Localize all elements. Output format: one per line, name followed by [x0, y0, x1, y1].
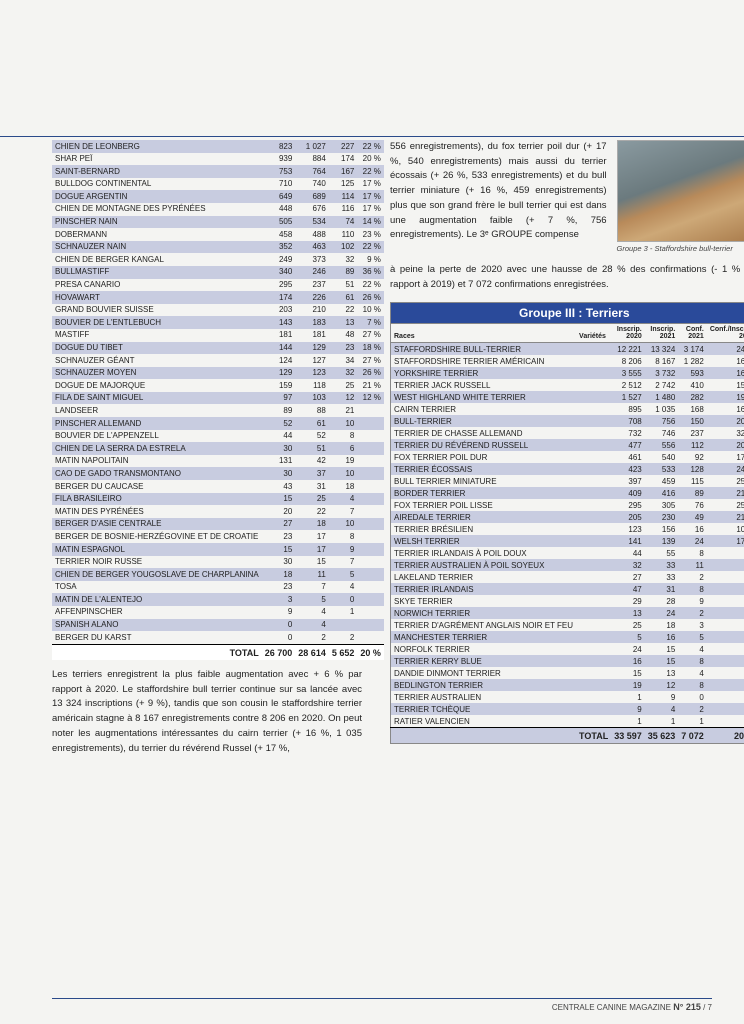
table-row: CHIEN DE BERGER YOUGOSLAVE DE CHARPLANIN…: [52, 568, 384, 581]
table-row: LAKELAND TERRIER27332: [391, 571, 744, 583]
table-row: CHIEN DE LA SERRA DA ESTRELA30516: [52, 442, 384, 455]
table-total-row: TOTAL33 59735 6237 07220 %: [391, 728, 744, 744]
page-footer: CENTRALE CANINE MAGAZINE N° 215 / 7: [52, 998, 712, 1012]
table-row: WELSH TERRIER1411392417 %: [391, 535, 744, 547]
table-row: PINSCHER NAIN5055347414 %: [52, 216, 384, 229]
table-total-row: TOTAL26 70028 6145 65220 %: [52, 644, 384, 660]
table-row: TERRIER D'AGRÉMENT ANGLAIS NOIR ET FEU25…: [391, 619, 744, 631]
col-header: Conf. 2021: [678, 324, 707, 343]
table-row: DOGUE DU TIBET1441292318 %: [52, 342, 384, 355]
table-row: BERGER DE BOSNIE-HERZÉGOVINE ET DE CROAT…: [52, 530, 384, 543]
table-row: AIREDALE TERRIER2052304921 %: [391, 511, 744, 523]
footer-page: / 7: [703, 1003, 712, 1012]
table-row: YORKSHIRE TERRIER3 5553 73259316 %: [391, 367, 744, 379]
table-row: STAFFORDSHIRE BULL-TERRIER12 22113 3243 …: [391, 343, 744, 356]
table-row: CHIEN DE MONTAGNE DES PYRÉNÉES4486761161…: [52, 203, 384, 216]
table-row: FILA DE SAINT MIGUEL971031212 %: [52, 392, 384, 405]
table-row: DOBERMANN45848811023 %: [52, 228, 384, 241]
col-header: Variétés: [576, 324, 611, 343]
footer-issue: N° 215: [673, 1002, 701, 1012]
table-row: HOVAWART1742266126 %: [52, 291, 384, 304]
table-row: CAIRN TERRIER8951 03516816 %: [391, 403, 744, 415]
table-row: PINSCHER ALLEMAND526110: [52, 417, 384, 430]
table-row: WEST HIGHLAND WHITE TERRIER1 5271 480282…: [391, 391, 744, 403]
table-row: FILA BRASILEIRO15254: [52, 493, 384, 506]
group-header: Groupe III : Terriers: [390, 302, 744, 323]
col-header: Races: [391, 324, 577, 343]
right-mid-prose: à peine la perte de 2020 avec une hausse…: [390, 263, 744, 292]
table-row: BERGER D'ASIE CENTRALE271810: [52, 518, 384, 531]
col-header: Inscrip. 2020: [611, 324, 645, 343]
table-row: MATIN DES PYRÉNÉES20227: [52, 505, 384, 518]
table-row: NORWICH TERRIER13242: [391, 607, 744, 619]
dog-photo: [617, 140, 744, 242]
table-row: BULL-TERRIER70875615020 %: [391, 415, 744, 427]
table-row: RATIER VALENCIEN111: [391, 715, 744, 728]
table-row: TERRIER KERRY BLUE16158: [391, 655, 744, 667]
table-row: BULL TERRIER MINIATURE39745911525 %: [391, 475, 744, 487]
table-row: MATIN NAPOLITAIN1314219: [52, 455, 384, 468]
table-row: MATIN ESPAGNOL15179: [52, 543, 384, 556]
table-row: FOX TERRIER POIL LISSE2953057625 %: [391, 499, 744, 511]
photo-block: Groupe 3 - Staffordshire bull-terrier: [617, 140, 744, 253]
table-row: CAO DE GADO TRANSMONTANO303710: [52, 467, 384, 480]
table-row: BERGER DU KARST022: [52, 631, 384, 644]
table-row: TERRIER TCHÈQUE942: [391, 703, 744, 715]
right-top-block: 556 enregistrements), du fox terrier poi…: [390, 140, 744, 253]
table-row: TERRIER DU RÉVÉREND RUSSELL47755611220 %: [391, 439, 744, 451]
table-row: TERRIER AUSTRALIEN À POIL SOYEUX323311: [391, 559, 744, 571]
table-row: BEDLINGTON TERRIER19128: [391, 679, 744, 691]
table-row: SCHNAUZER MOYEN1291233226 %: [52, 367, 384, 380]
table-row: TERRIER JACK RUSSELL2 5122 74241015 %: [391, 379, 744, 391]
table-row: SCHNAUZER GÉANT1241273427 %: [52, 354, 384, 367]
table-row: SPANISH ALANO04: [52, 619, 384, 632]
col-header: Conf./Inscrip. 2021: [707, 324, 744, 343]
table-row: TERRIER BRÉSILIEN1231561610 %: [391, 523, 744, 535]
dog-caption: Groupe 3 - Staffordshire bull-terrier: [617, 244, 744, 253]
table-row: TOSA2374: [52, 581, 384, 594]
table-row: BOUVIER DE L'ENTLEBUCH143183137 %: [52, 316, 384, 329]
table-row: TERRIER IRLANDAIS47318: [391, 583, 744, 595]
footer-mag: CENTRALE CANINE MAGAZINE: [552, 1003, 671, 1012]
group-table: RacesVariétésInscrip. 2020Inscrip. 2021C…: [390, 323, 744, 744]
table-row: DOGUE DE MAJORQUE1591182521 %: [52, 379, 384, 392]
table-row: FOX TERRIER POIL DUR4615409217 %: [391, 451, 744, 463]
left-column: CHIEN DE LEONBERG8231 02722722 %SHAR PEÏ…: [52, 140, 362, 1004]
table-row: TERRIER ÉCOSSAIS42353312824 %: [391, 463, 744, 475]
table-row: NORFOLK TERRIER24154: [391, 643, 744, 655]
table-row: GRAND BOUVIER SUISSE2032102210 %: [52, 304, 384, 317]
table-row: SCHNAUZER NAIN35246310222 %: [52, 241, 384, 254]
table-row: DOGUE ARGENTIN64968911417 %: [52, 190, 384, 203]
table-row: AFFENPINSCHER941: [52, 606, 384, 619]
table-row: BOUVIER DE L'APPENZELL44528: [52, 430, 384, 443]
table-row: PRESA CANARIO2952375122 %: [52, 279, 384, 292]
table-row: TERRIER AUSTRALIEN190: [391, 691, 744, 703]
table-row: BORDER TERRIER4094168921 %: [391, 487, 744, 499]
table-row: STAFFORDSHIRE TERRIER AMÉRICAIN8 2068 16…: [391, 355, 744, 367]
table-row: TERRIER IRLANDAIS À POIL DOUX44558: [391, 547, 744, 559]
right-column: 556 enregistrements), du fox terrier poi…: [390, 140, 744, 1004]
table-row: TERRIER DE CHASSE ALLEMAND73274623732 %: [391, 427, 744, 439]
table-row: TERRIER NOIR RUSSE30157: [52, 556, 384, 569]
table-row: BULLMASTIFF3402468936 %: [52, 266, 384, 279]
table-row: CHIEN DE BERGER KANGAL249373329 %: [52, 253, 384, 266]
right-top-text: 556 enregistrements), du fox terrier poi…: [390, 140, 607, 253]
table-row: LANDSEER898821: [52, 404, 384, 417]
table-row: MASTIFF1811814827 %: [52, 329, 384, 342]
table-row: SHAR PEÏ93988417420 %: [52, 153, 384, 166]
left-prose: Les terriers enregistrent la plus faible…: [52, 668, 362, 756]
table-row: MATIN DE L'ALENTEJO350: [52, 593, 384, 606]
table-row: DANDIE DINMONT TERRIER15134: [391, 667, 744, 679]
col-header: Inscrip. 2021: [645, 324, 679, 343]
table-row: BULLDOG CONTINENTAL71074012517 %: [52, 178, 384, 191]
table-row: SAINT-BERNARD75376416722 %: [52, 165, 384, 178]
table-row: BERGER DU CAUCASE433118: [52, 480, 384, 493]
table-row: CHIEN DE LEONBERG8231 02722722 %: [52, 140, 384, 153]
left-breed-table: CHIEN DE LEONBERG8231 02722722 %SHAR PEÏ…: [52, 140, 384, 660]
table-row: SKYE TERRIER29289: [391, 595, 744, 607]
table-row: MANCHESTER TERRIER5165: [391, 631, 744, 643]
